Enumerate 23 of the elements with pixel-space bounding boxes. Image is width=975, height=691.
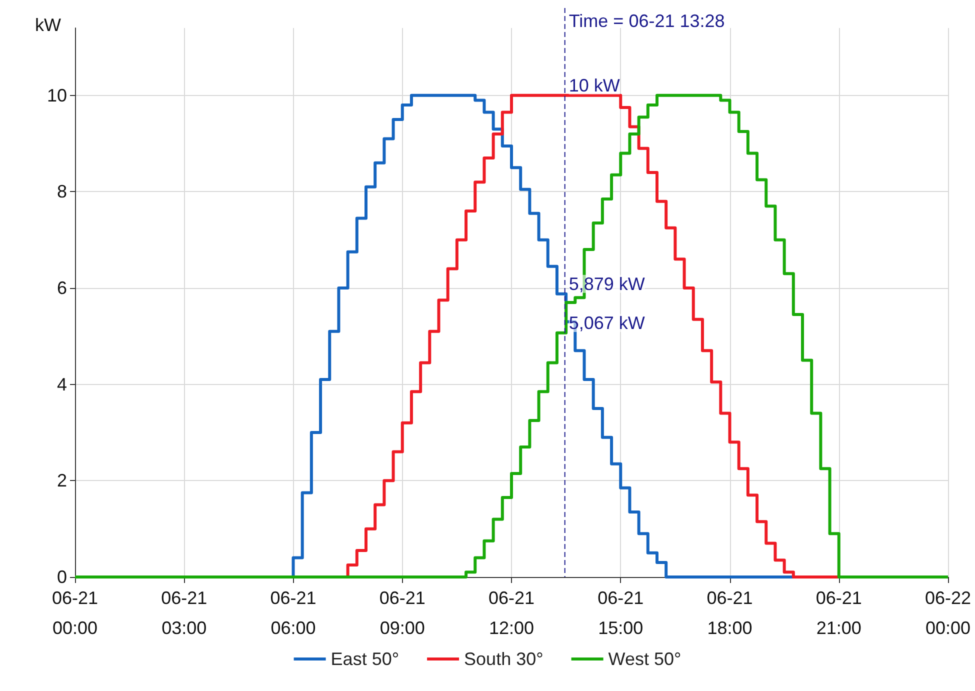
x-tick-label: 06-21 21:00 [816,588,862,638]
legend-label: West 50° [608,649,682,669]
legend-label: East 50° [330,649,400,669]
x-tick-label: 06-22 00:00 [924,588,972,638]
x-tick-label: 06-21 03:00 [161,588,208,638]
y-tick-label: 8 [56,182,67,202]
legend-label: South 30° [464,649,544,669]
y-tick-label: 6 [56,278,67,298]
annotation: 5,067 kW [568,312,645,333]
y-tick-label: 0 [56,567,67,587]
x-tick-label: 06-21 18:00 [706,588,753,638]
annotation: 5,879 kW [568,274,645,294]
x-tick-label: 06-21 15:00 [598,588,644,638]
annotation: 10 kW [568,75,620,96]
y-tick-label: 2 [56,470,67,491]
x-tick-label: 06-21 12:00 [488,588,535,638]
x-tick-label: 06-21 06:00 [270,588,316,638]
y-axis-title: kW [35,15,61,35]
y-tick-label: 10 [46,85,67,106]
x-tick-label: 06-21 00:00 [52,588,98,638]
x-tick-label: 06-21 09:00 [379,588,426,638]
ref-line-label: Time = 06-21 13:28 [568,11,725,31]
y-tick-label: 4 [56,374,67,394]
